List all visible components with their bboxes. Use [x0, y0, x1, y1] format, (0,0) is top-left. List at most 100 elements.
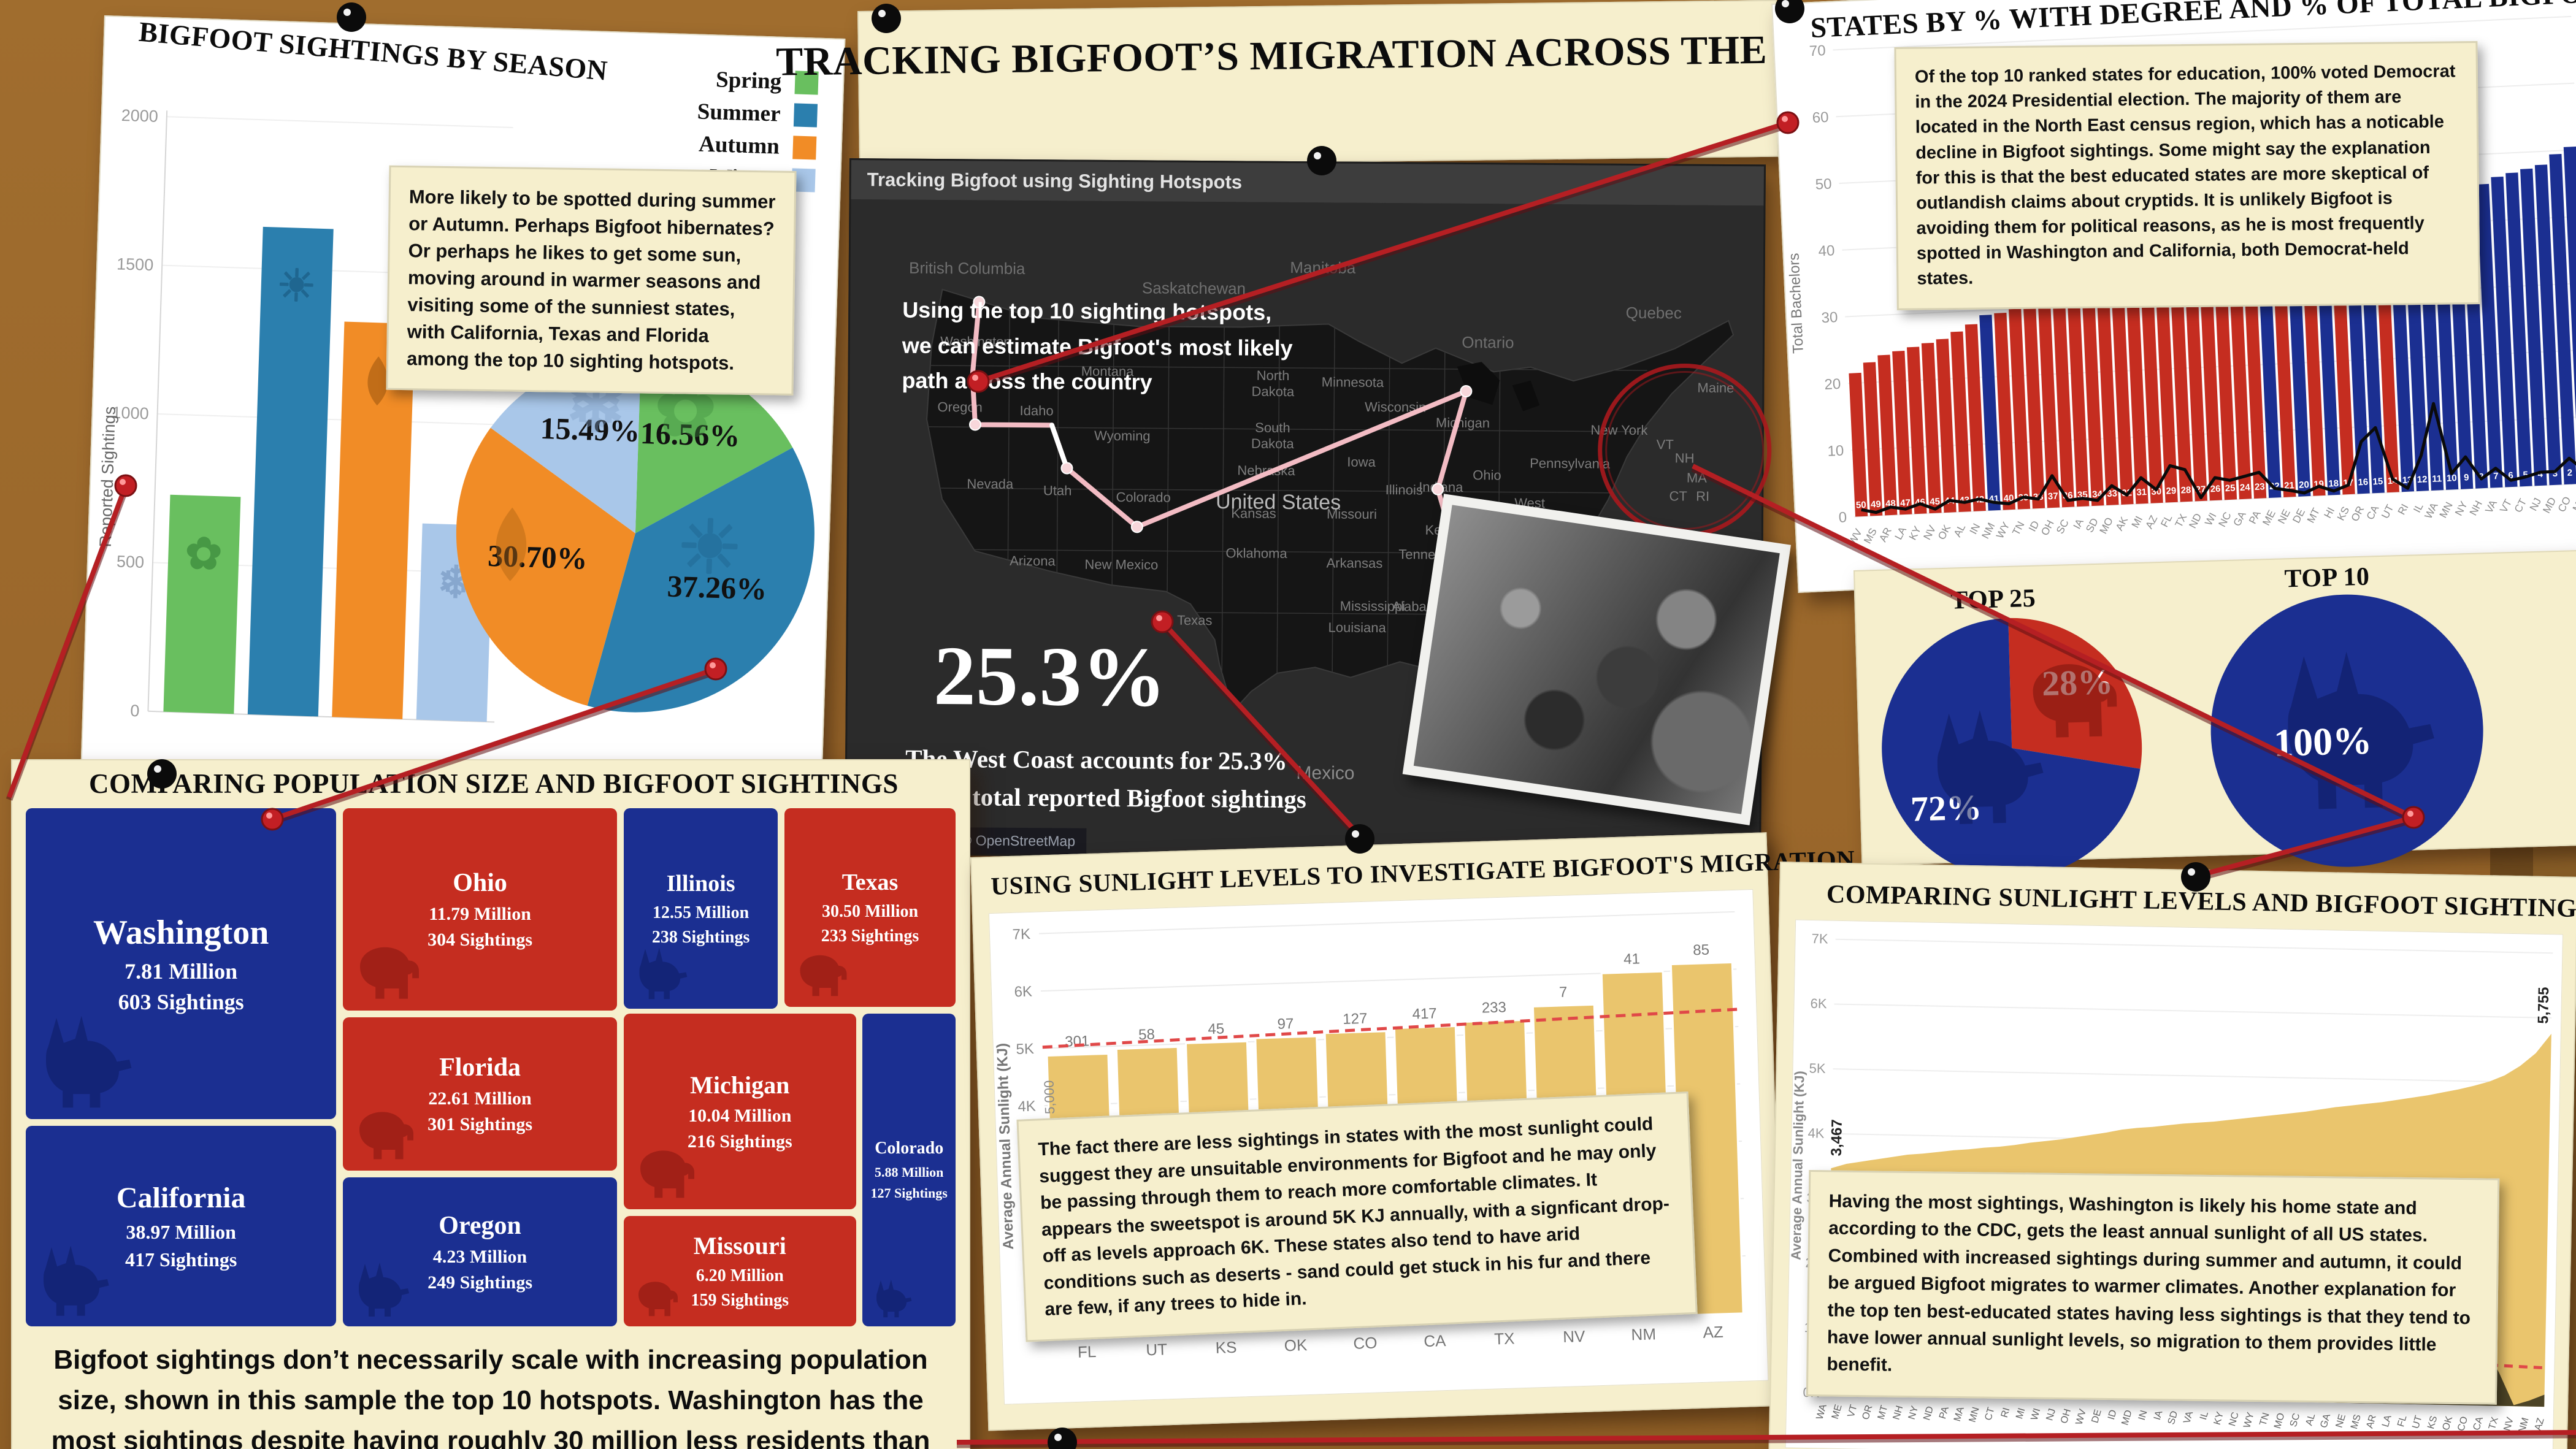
state-label: Minnesota: [1322, 374, 1384, 390]
svg-text:6K: 6K: [1014, 984, 1032, 1001]
state-tick: OK: [1936, 522, 1953, 541]
rank-label: 10: [2447, 473, 2457, 484]
season-bar-autumn: [332, 321, 415, 719]
state-tick: NH: [2467, 499, 2485, 518]
cell-state-name: California: [116, 1181, 246, 1214]
state-tick: NM: [2517, 1417, 2531, 1434]
state-tick: TN: [2010, 519, 2026, 537]
state-label: Dakota: [1251, 436, 1295, 451]
elephant-icon: [638, 1282, 678, 1317]
state-tick: NC: [2227, 1411, 2241, 1428]
state-tick: MA: [2570, 494, 2576, 513]
cell-sightings: 159 Sightings: [691, 1291, 789, 1310]
sun-icon: ☀: [276, 261, 317, 312]
pie-slice: [635, 354, 793, 533]
education-note: Of the top 10 ranked states for educatio…: [1894, 41, 2480, 310]
treemap-cell-florida: Florida 22.61 Million 301 Sightings: [342, 1017, 618, 1171]
state-tick: VT: [1846, 1404, 1860, 1419]
state-label: Arizona: [1010, 553, 1056, 569]
bar-sightings-label: 45: [1208, 1020, 1225, 1038]
cell-population: 11.79 Million: [429, 903, 531, 924]
treemap-cell-ohio: Ohio 11.79 Million 304 Sightings: [342, 808, 618, 1011]
hotspot-dot: [1432, 483, 1444, 495]
state-tick: AL: [2304, 1412, 2318, 1427]
state-tick: KS: [2426, 1415, 2439, 1430]
state-bar-MT: [2302, 248, 2326, 496]
state-bar-HI: [2316, 244, 2340, 495]
state-tick: WI: [2202, 511, 2218, 527]
svg-text:1000: 1000: [112, 403, 149, 423]
pie-percent-label: 37.26%: [667, 568, 767, 606]
state-tick: NM: [1979, 521, 1997, 540]
rank-label: 25: [2225, 483, 2235, 494]
state-label: Idaho: [1020, 403, 1054, 418]
rank-label: 12: [2417, 474, 2427, 485]
season-panel: BIGFOOT SIGHTINGS BY SEASON Spring Summer…: [80, 15, 846, 784]
bar-sightings-label: 233: [1481, 999, 1506, 1016]
donkey-icon: [876, 1279, 912, 1318]
svg-text:40: 40: [1818, 242, 1835, 259]
svg-text:70: 70: [1809, 42, 1826, 59]
cell-sightings: 603 Sightings: [118, 989, 244, 1014]
state-tick: WY: [1994, 520, 2012, 540]
state-tick: UT: [2410, 1414, 2424, 1429]
cell-state-name: Florida: [439, 1053, 521, 1082]
rank-label: 6: [2508, 470, 2513, 481]
state-label: Kansas: [1231, 505, 1276, 521]
pie-percent-label: 100%: [2273, 719, 2372, 765]
canada-label: Manitoba: [1290, 258, 1356, 277]
treemap-caption: Bigfoot sightings don’t necessarily scal…: [51, 1345, 930, 1449]
cell-population: 22.61 Million: [428, 1088, 532, 1109]
state-tick: CO: [2456, 1415, 2470, 1432]
rank-label: 28: [2180, 485, 2191, 496]
state-label: New Mexico: [1084, 557, 1158, 573]
state-bar-TX: [2170, 277, 2193, 502]
state-label: Louisiana: [1328, 619, 1386, 635]
state-label: Wyoming: [1094, 428, 1151, 444]
state-label: CT: [1669, 488, 1687, 503]
flower-icon: ✿: [185, 529, 223, 579]
season-pie-chart: 16.56%37.26%30.70%15.49% ✿☀❄: [456, 354, 815, 713]
state-tick: AR: [1877, 526, 1894, 544]
treemap-cell-california: California 38.97 Million 417 Sightings: [26, 1125, 337, 1326]
svg-text:0: 0: [130, 702, 140, 720]
state-tick: IA: [2152, 1409, 2165, 1421]
state-bar-AZ: [2141, 283, 2163, 503]
cell-population: 10.04 Million: [688, 1106, 792, 1126]
donkey-icon: [358, 1262, 409, 1317]
state-tick: MO: [2272, 1412, 2287, 1429]
cell-population: 4.23 Million: [432, 1246, 527, 1267]
state-tick: ME: [2260, 508, 2278, 527]
cell-sightings: 301 Sightings: [427, 1114, 532, 1134]
rank-label: 2: [2567, 468, 2572, 478]
canada-label: Quebec: [1626, 304, 1682, 323]
state-tick: KY: [2212, 1410, 2226, 1426]
state-tick: RI: [2396, 502, 2411, 517]
state-tick: VT: [2497, 497, 2514, 514]
state-label: Iowa: [1347, 454, 1376, 470]
svg-text:Reported Sightings: Reported Sightings: [96, 406, 119, 547]
state-tick: OR: [2349, 504, 2367, 523]
state-bar-WI: [2199, 270, 2223, 501]
cell-sightings: 216 Sightings: [687, 1131, 792, 1152]
rank-label: 26: [2210, 484, 2220, 495]
state-tick: WA: [1815, 1403, 1829, 1421]
state-tick: ME: [1830, 1403, 1844, 1420]
state-bar-MI: [2126, 285, 2149, 504]
rank-label: 37: [2048, 491, 2058, 502]
state-tick: CO: [1353, 1334, 1378, 1353]
state-tick: GA: [2318, 1412, 2333, 1429]
map-header: Tracking Bigfoot using Sighting Hotspots: [851, 160, 1764, 206]
season-title: BIGFOOT SIGHTINGS BY SEASON: [137, 15, 609, 86]
state-tick: AR: [2364, 1413, 2378, 1429]
party-pies-panel: TOP 25 TOP 10 28%72%100%: [1853, 549, 2576, 878]
state-tick: FL: [1078, 1342, 1097, 1361]
rank-label: 18: [2328, 478, 2339, 489]
svg-text:2000: 2000: [121, 106, 158, 126]
rank-label: 16: [2358, 477, 2368, 488]
state-tick: DE: [2090, 1409, 2103, 1424]
state-label: Arkansas: [1326, 555, 1382, 571]
state-tick: AZ: [2143, 513, 2160, 530]
cell-sightings: 417 Sightings: [125, 1248, 237, 1271]
